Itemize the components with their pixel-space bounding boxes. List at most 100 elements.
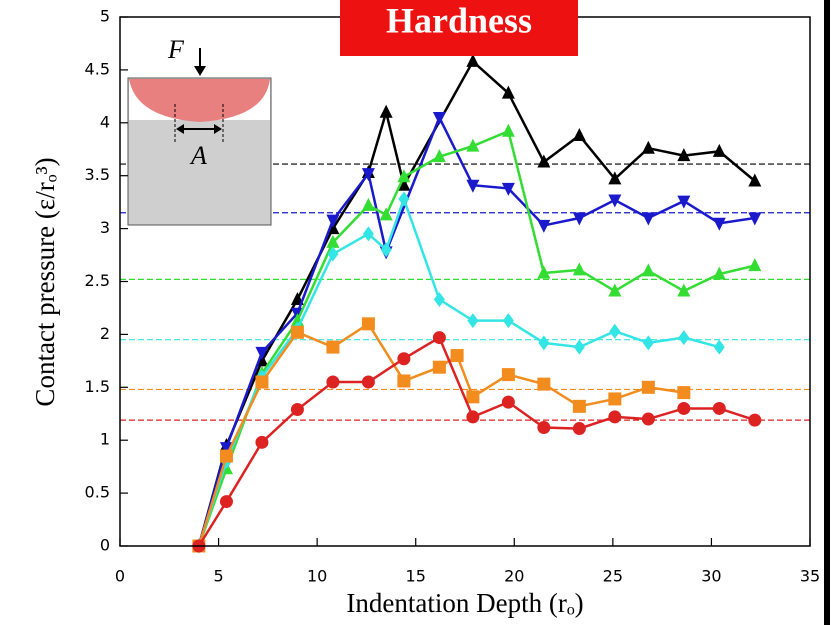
marker [677,148,691,162]
marker [397,177,411,191]
x-tick-label: 15 [406,567,426,586]
marker [397,169,411,183]
marker [255,346,269,360]
marker [712,266,726,280]
marker [361,168,375,182]
marker [326,234,340,248]
edge-border [824,0,830,625]
inset-label: A [189,141,207,170]
marker [397,374,411,388]
marker [501,85,515,99]
marker [466,179,480,193]
inset-indenter [129,79,270,122]
x-tick-label: 30 [701,567,721,586]
y-tick-label: 0.5 [85,483,110,502]
x-tick-label: 10 [307,567,327,586]
marker [466,53,480,67]
marker [748,173,762,187]
y-tick-label: 2 [100,324,110,343]
marker [713,339,725,355]
x-axis-label: Indentation Depth (rₒ) [346,588,583,618]
marker [677,401,691,415]
marker [361,197,375,211]
marker [609,323,621,339]
marker [466,410,480,424]
chart-title: Hardness [386,0,532,40]
marker [361,375,375,389]
marker [677,386,691,400]
marker [641,212,655,226]
marker [255,435,269,449]
marker [537,377,551,391]
marker [608,283,622,297]
marker [748,413,762,427]
marker [712,143,726,157]
marker [641,380,655,394]
marker [572,127,586,141]
y-tick-label: 4 [100,112,110,131]
marker [538,335,550,351]
marker [677,195,691,209]
x-tick-label: 0 [115,567,125,586]
y-tick-label: 2.5 [85,271,110,290]
marker [712,401,726,415]
marker [290,403,304,417]
series-line [197,195,720,547]
x-tick-label: 20 [504,567,524,586]
marker [379,207,393,221]
marker [290,325,304,339]
marker [537,154,551,168]
marker [326,375,340,389]
marker [642,335,654,351]
marker [712,217,726,231]
marker [748,258,762,272]
y-tick-label: 3.5 [85,165,110,184]
plot [192,53,762,554]
marker [537,265,551,279]
marker [641,412,655,426]
marker [219,442,233,456]
marker [537,219,551,233]
marker [433,291,445,307]
marker [379,104,393,118]
marker [326,214,340,228]
marker [467,313,479,329]
marker [361,317,375,331]
y-tick-label: 3 [100,218,110,237]
marker [502,313,514,329]
marker [466,390,480,404]
y-axis-label: Contact pressure (ε/rₒ³) [30,157,60,406]
marker [432,112,446,126]
y-tick-label: 4.5 [85,59,110,78]
series [192,112,762,554]
inset: F A [127,35,272,226]
marker [677,283,691,297]
x-tick-label: 25 [603,567,623,586]
marker [608,171,622,185]
y-tick-label: 5 [100,7,110,26]
marker [608,392,622,406]
marker [219,449,233,463]
marker [380,242,392,258]
inset-label: F [167,35,185,64]
x-tick-label: 5 [213,567,223,586]
marker [608,410,622,424]
marker [641,263,655,277]
marker [572,422,586,436]
marker [573,339,585,355]
marker [450,349,464,363]
marker [608,194,622,208]
reference-lines [120,163,810,421]
y-tick-label: 1.5 [85,377,110,396]
marker [572,262,586,276]
marker [432,149,446,163]
y-tick-label: 0 [100,536,110,555]
marker [641,140,655,154]
marker [501,182,515,196]
series-line [197,59,756,547]
marker [537,421,551,435]
marker [501,395,515,409]
marker [362,226,374,242]
